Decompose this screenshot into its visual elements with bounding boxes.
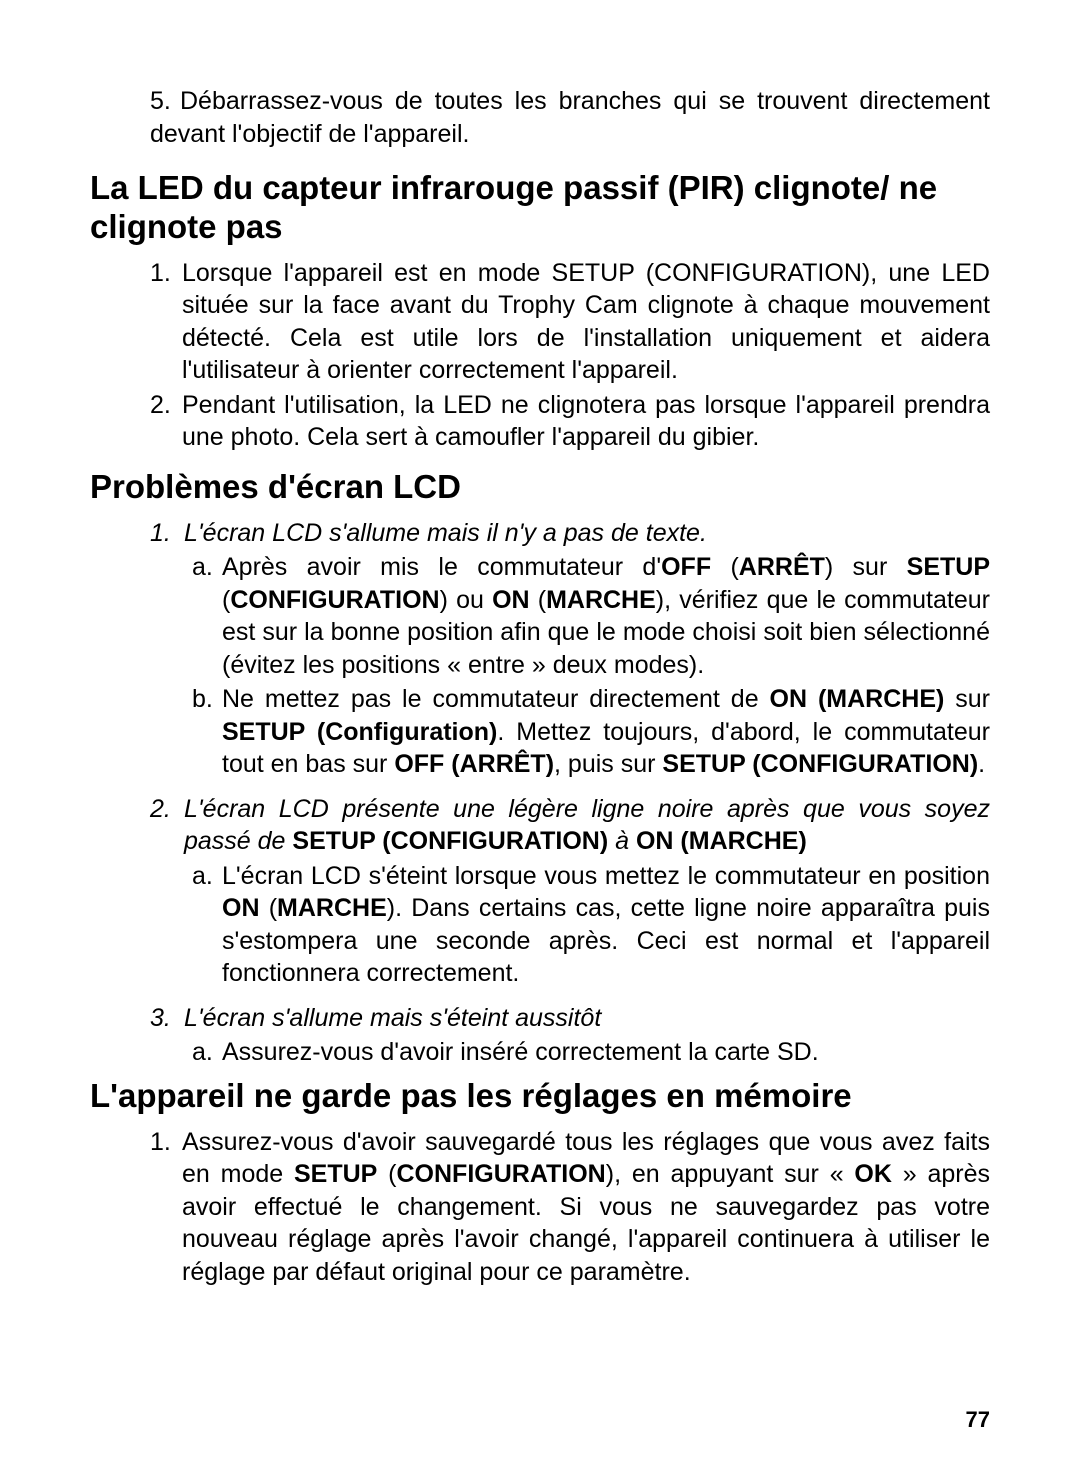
list-number: 1. — [150, 257, 182, 387]
sub-italic-3: 3. L'écran s'allume mais s'éteint aussit… — [90, 1002, 990, 1035]
letter-text: L'écran LCD s'éteint lorsque vous mettez… — [222, 860, 990, 990]
letter-text: Ne mettez pas le commutateur directement… — [222, 683, 990, 781]
list-text: Pendant l'utilisation, la LED ne clignot… — [182, 389, 990, 454]
sub-text: L'écran LCD s'allume mais il n'y a pas d… — [184, 517, 990, 550]
list-number: 2. — [150, 389, 182, 454]
pir-led-list: 1. Lorsque l'appareil est en mode SETUP … — [90, 257, 990, 454]
sub-letter-b: b. Ne mettez pas le commutateur directem… — [90, 683, 990, 781]
list-number: 1. — [150, 1126, 182, 1289]
manual-page: 5.Débarrassez-vous de toutes les branche… — [0, 0, 1080, 1481]
list-number: 5. — [150, 85, 180, 118]
list-item: 1. Assurez-vous d'avoir sauvegardé tous … — [150, 1126, 990, 1289]
letter-marker: a. — [192, 551, 222, 681]
letter-text: Après avoir mis le commutateur d'OFF (AR… — [222, 551, 990, 681]
list-text: Assurez-vous d'avoir sauvegardé tous les… — [182, 1126, 990, 1289]
sub-number: 1. — [150, 517, 184, 550]
heading-pir-led: La LED du capteur infrarouge passif (PIR… — [90, 169, 990, 247]
sub-text: L'écran LCD présente une légère ligne no… — [184, 793, 990, 858]
letter-marker: a. — [192, 1036, 222, 1069]
list-item: 1. Lorsque l'appareil est en mode SETUP … — [150, 257, 990, 387]
letter-marker: b. — [192, 683, 222, 781]
sub-italic-1: 1. L'écran LCD s'allume mais il n'y a pa… — [90, 517, 990, 550]
sub-text: L'écran s'allume mais s'éteint aussitôt — [184, 1002, 990, 1035]
letter-marker: a. — [192, 860, 222, 990]
list-item-5: 5.Débarrassez-vous de toutes les branche… — [90, 85, 990, 151]
heading-memory-settings: L'appareil ne garde pas les réglages en … — [90, 1077, 990, 1116]
sub-letter-a: a. Assurez-vous d'avoir inséré correctem… — [90, 1036, 990, 1069]
sub-letter-a: a. Après avoir mis le commutateur d'OFF … — [90, 551, 990, 681]
memory-list: 1. Assurez-vous d'avoir sauvegardé tous … — [90, 1126, 990, 1289]
heading-lcd-problems: Problèmes d'écran LCD — [90, 468, 990, 507]
sub-number: 3. — [150, 1002, 184, 1035]
list-text: Lorsque l'appareil est en mode SETUP (CO… — [182, 257, 990, 387]
sub-number: 2. — [150, 793, 184, 858]
sub-italic-2: 2. L'écran LCD présente une légère ligne… — [90, 793, 990, 858]
list-item: 2. Pendant l'utilisation, la LED ne clig… — [150, 389, 990, 454]
letter-text: Assurez-vous d'avoir inséré correctement… — [222, 1036, 990, 1069]
list-text: Débarrassez-vous de toutes les branches … — [150, 87, 990, 148]
sub-letter-a: a. L'écran LCD s'éteint lorsque vous met… — [90, 860, 990, 990]
page-number: 77 — [966, 1407, 990, 1433]
